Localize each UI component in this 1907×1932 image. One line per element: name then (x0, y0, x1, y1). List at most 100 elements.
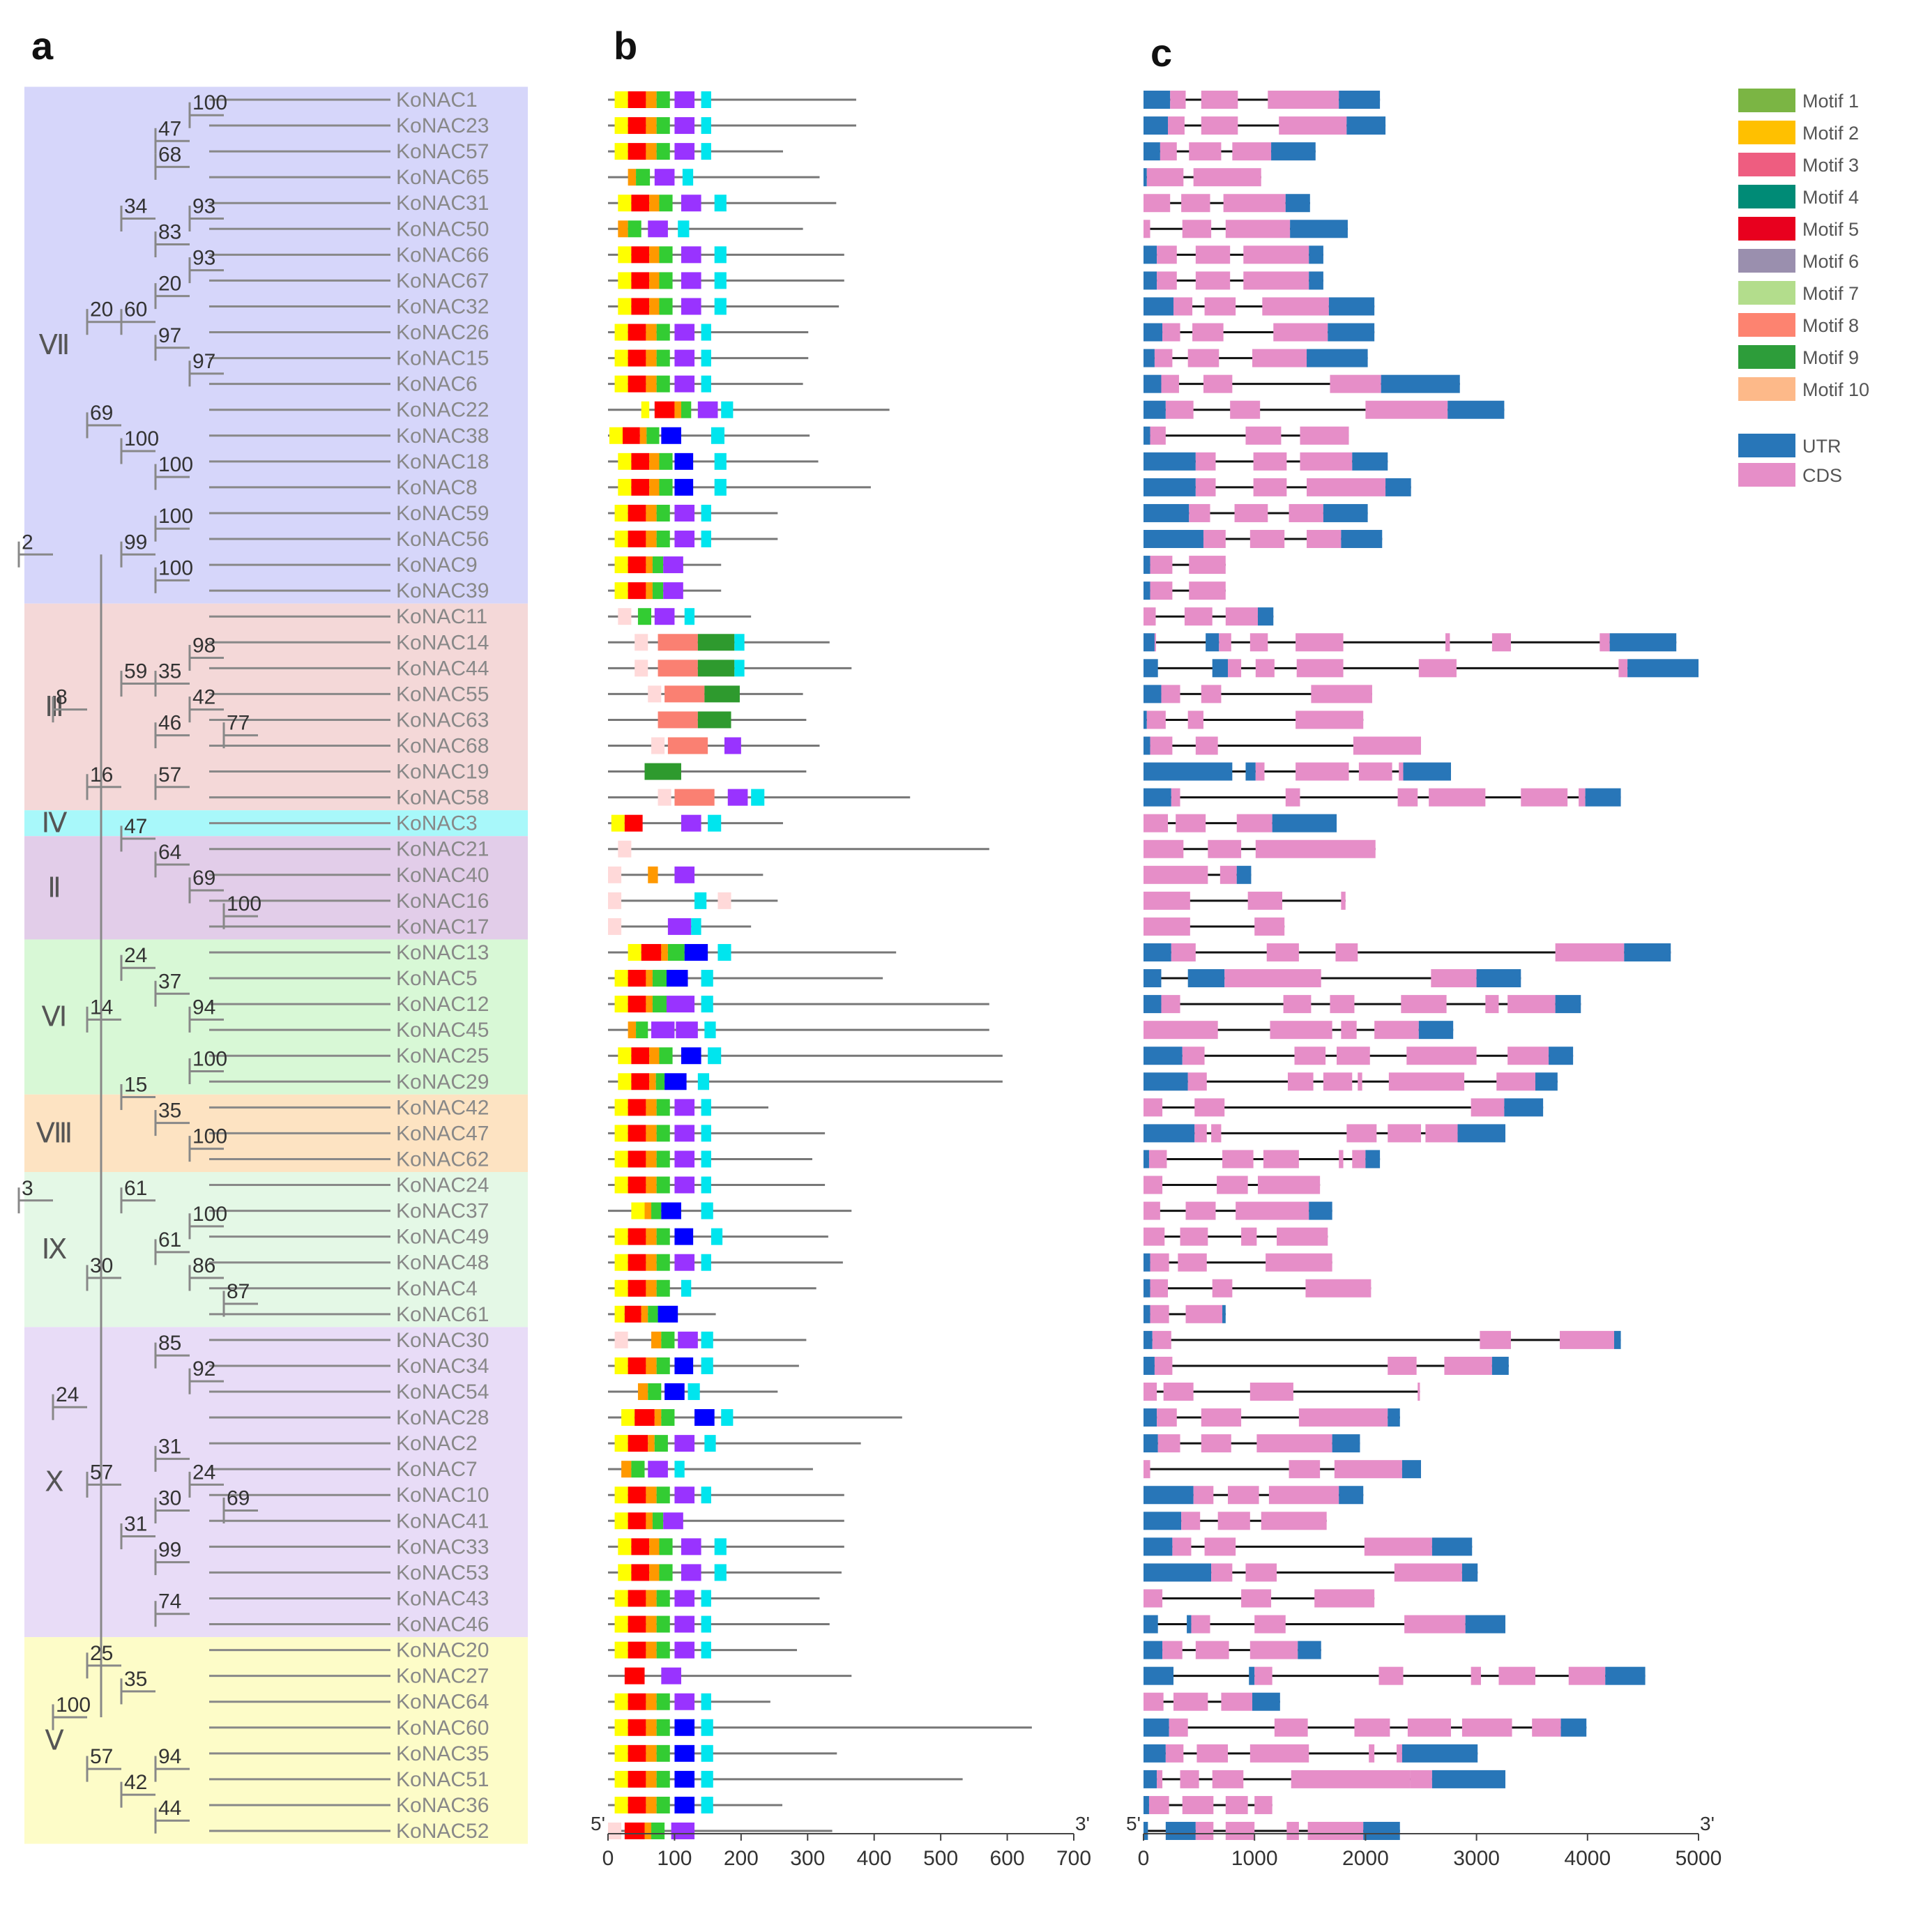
motif-box (734, 660, 745, 677)
utr-block (1144, 1795, 1149, 1814)
motif-box (614, 1254, 628, 1271)
motif-box (635, 1409, 655, 1427)
gene-name: KoNAC29 (396, 1070, 489, 1093)
gene-name: KoNAC37 (396, 1200, 489, 1223)
motif-box (618, 478, 632, 496)
utr-block (1144, 1253, 1150, 1272)
motif-box (701, 1796, 713, 1813)
gene-name: KoNAC26 (396, 321, 489, 344)
motif-box (646, 1125, 657, 1142)
motif-box (714, 272, 727, 289)
cds-block (1157, 1408, 1177, 1427)
motif-box (659, 272, 673, 289)
cds-block (1243, 245, 1309, 264)
motif-box (656, 1176, 670, 1194)
motif-legend-swatch (1738, 89, 1795, 112)
motif-box (659, 1047, 673, 1065)
bootstrap-value: 35 (158, 660, 181, 683)
utr-block (1144, 581, 1150, 600)
motif-box (614, 1693, 628, 1710)
cds-block (1189, 556, 1226, 575)
motif-box (611, 814, 625, 832)
motif-box (648, 685, 662, 703)
gene-name: KoNAC17 (396, 915, 489, 938)
motif-box (714, 195, 727, 212)
cds-block (1354, 1718, 1390, 1737)
utr-block (1627, 659, 1699, 678)
motif-box (614, 1512, 628, 1530)
gene-name: KoNAC10 (396, 1484, 489, 1507)
utr-block (1144, 1434, 1158, 1453)
motif-box (648, 1383, 662, 1400)
motif-box (701, 1615, 711, 1633)
bootstrap-value: 30 (90, 1254, 113, 1277)
utr-block (1257, 607, 1274, 626)
motif-legend-swatch (1738, 249, 1795, 273)
motif-box (661, 1331, 675, 1348)
cds-block (1219, 633, 1231, 652)
motif-box (639, 427, 647, 444)
cds-block (1498, 1666, 1535, 1685)
motif-box (649, 246, 660, 264)
cds-block (1234, 503, 1268, 522)
motif-box (631, 1461, 645, 1478)
group-band-0 (24, 86, 528, 604)
motif-box (667, 943, 685, 961)
gene-name: KoNAC51 (396, 1768, 489, 1791)
cds-block (1369, 1744, 1375, 1763)
cds-block (1187, 710, 1203, 729)
cds-block (1165, 1744, 1184, 1763)
motif-box (609, 427, 623, 444)
motif-box (631, 1564, 650, 1581)
cds-block (1401, 995, 1447, 1014)
gene-name: KoNAC21 (396, 838, 489, 861)
motif-box (661, 1409, 675, 1427)
motif-box (641, 1305, 648, 1323)
motif-box (656, 1486, 670, 1504)
utr-block (1431, 1770, 1505, 1788)
gene-name: KoNAC56 (396, 528, 489, 551)
motif-box (618, 452, 632, 470)
utr-block (1206, 633, 1220, 652)
bootstrap-value: 57 (90, 1745, 113, 1768)
gene-name: KoNAC36 (396, 1794, 489, 1817)
cds-block (1300, 426, 1349, 445)
utr-block (1332, 1434, 1360, 1453)
motif-box (711, 1228, 723, 1245)
group-band-7 (24, 1327, 528, 1638)
cds-block (1201, 1434, 1231, 1453)
cds-block (1277, 1227, 1328, 1246)
motif-box (646, 996, 653, 1013)
cds-block (1172, 1537, 1192, 1556)
cds-block (1266, 1253, 1332, 1272)
bootstrap-value: 68 (158, 143, 181, 166)
motif-box (628, 1512, 646, 1530)
motif-box (681, 1538, 701, 1556)
bootstrap-value: 61 (124, 1177, 147, 1200)
utr-block (1222, 1305, 1226, 1323)
bootstrap-value: 31 (158, 1435, 181, 1458)
utr-block (1187, 1615, 1192, 1634)
cds-block (1144, 1227, 1165, 1246)
motif-box (701, 1254, 711, 1271)
utr-block (1341, 530, 1383, 549)
motif-box (608, 866, 622, 883)
cds-block (1249, 1383, 1293, 1401)
motif-box (674, 1254, 695, 1271)
cds-block (1154, 349, 1173, 367)
motif-box (646, 427, 660, 444)
gene-name: KoNAC49 (396, 1226, 489, 1249)
cds-block (1296, 762, 1349, 781)
cds-block (1144, 194, 1171, 213)
motif-box (701, 375, 711, 393)
motif-box (636, 169, 651, 186)
bootstrap-value: 85 (158, 1332, 181, 1355)
motif-panel: 0 100 200 300 400 500 600 700 5' 3' (591, 91, 1091, 1870)
motif-box (674, 1770, 695, 1788)
motif-box (628, 556, 646, 574)
cds-block (1201, 116, 1238, 135)
bootstrap-value: 69 (192, 867, 215, 890)
motif-box (656, 531, 670, 548)
motif-box (674, 452, 694, 470)
motif-box (656, 1770, 670, 1788)
